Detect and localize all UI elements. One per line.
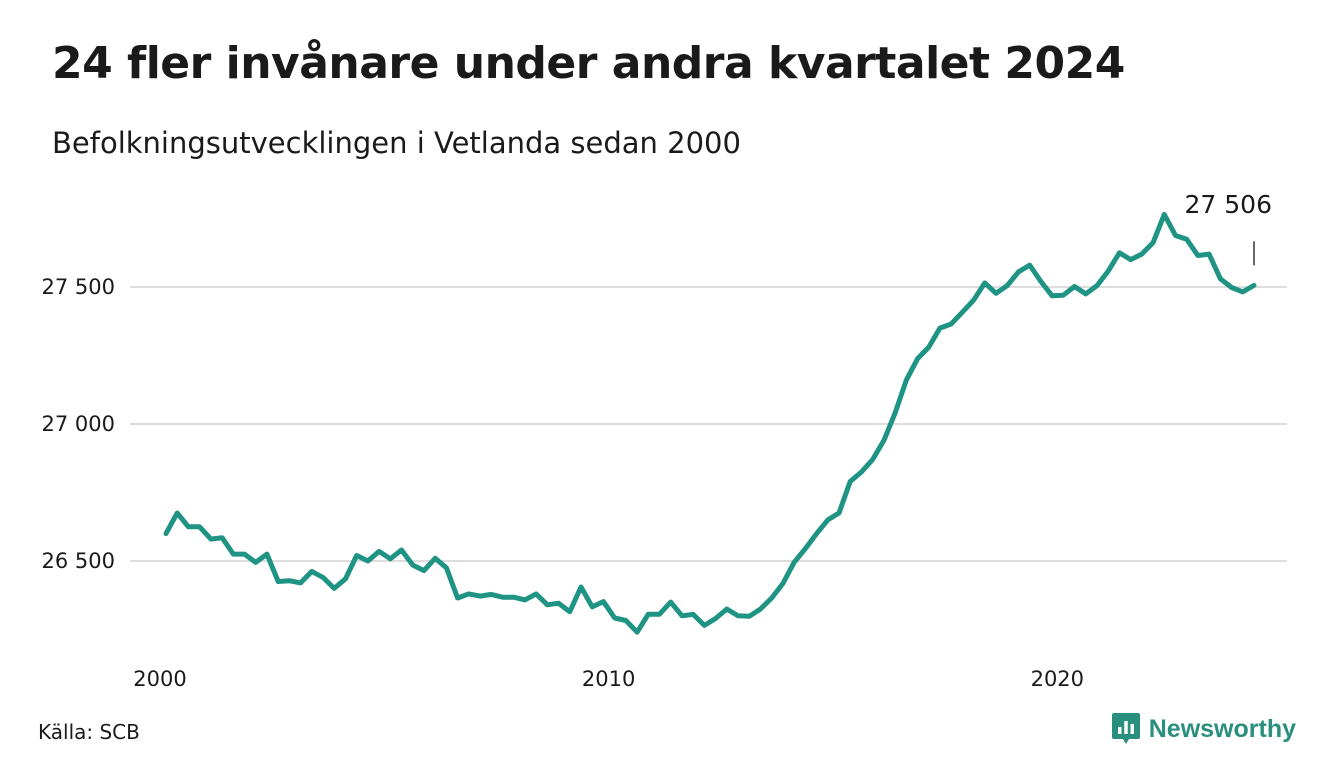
newsworthy-logo-icon [1111, 713, 1140, 744]
gridlines [130, 286, 1287, 562]
series-line [163, 211, 1257, 635]
x-axis-ticks: 2000 2010 2020 [133, 667, 1084, 691]
y-tick-label: 27 500 [42, 275, 115, 299]
chart-title: 24 fler invånare under andra kvartalet 2… [52, 38, 1125, 89]
end-annotation: 27 506 [1185, 190, 1272, 266]
x-tick-label: 2020 [1031, 667, 1084, 691]
end-value-label: 27 506 [1185, 190, 1272, 219]
newsworthy-brand: Newsworthy [1111, 712, 1296, 746]
source-note: Källa: SCB [38, 720, 140, 744]
chart-subtitle: Befolkningsutvecklingen i Vetlanda sedan… [52, 126, 741, 160]
y-tick-label: 27 000 [42, 412, 115, 436]
line-chart: 26 500 27 000 27 500 2000 2010 2020 27 506 [42, 190, 1287, 691]
y-axis-ticks: 26 500 27 000 27 500 [42, 275, 115, 573]
x-tick-label: 2000 [133, 667, 186, 691]
brand-name: Newsworthy [1148, 714, 1296, 743]
x-tick-label: 2010 [582, 667, 635, 691]
series-layer [163, 211, 1257, 635]
y-tick-label: 26 500 [42, 549, 115, 573]
